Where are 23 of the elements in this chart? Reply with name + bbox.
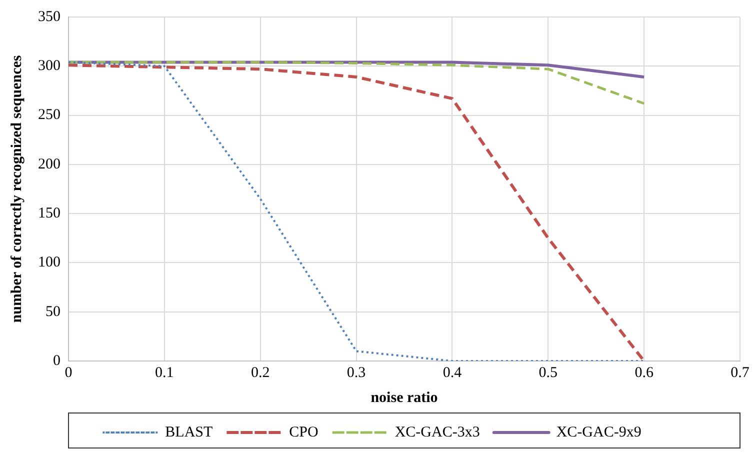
y-tick-label: 200 — [38, 156, 60, 172]
x-tick-label: 0.3 — [346, 364, 366, 381]
y-tick-label: 350 — [38, 8, 60, 25]
y-tick-label: 300 — [38, 58, 60, 74]
legend-label: XC-GAC-9x9 — [556, 424, 642, 440]
x-tick-label: 0.2 — [250, 364, 270, 381]
y-tick-label: 250 — [38, 107, 60, 124]
line-series — [68, 60, 646, 105]
x-tick-label: 0.4 — [442, 364, 462, 381]
x-tick-label: 0.5 — [538, 364, 558, 381]
legend-label: BLAST — [165, 424, 213, 440]
legend-label: XC-GAC-3x3 — [394, 424, 480, 440]
x-tick-label: 0.1 — [155, 364, 174, 381]
x-axis-title: noise ratio — [370, 390, 438, 406]
x-tick-label: 0.7 — [730, 364, 750, 381]
y-tick-label: 150 — [38, 206, 60, 222]
y-tick-label: 0 — [53, 352, 60, 369]
y-axis-title: number of correctly recognized sequences — [8, 55, 25, 323]
y-tick-label: 50 — [46, 304, 60, 320]
y-tick-label: 100 — [38, 254, 60, 271]
legend-label: CPO — [289, 424, 319, 440]
x-tick-label: 0 — [64, 364, 72, 381]
x-tick-label: 0.6 — [634, 364, 654, 381]
